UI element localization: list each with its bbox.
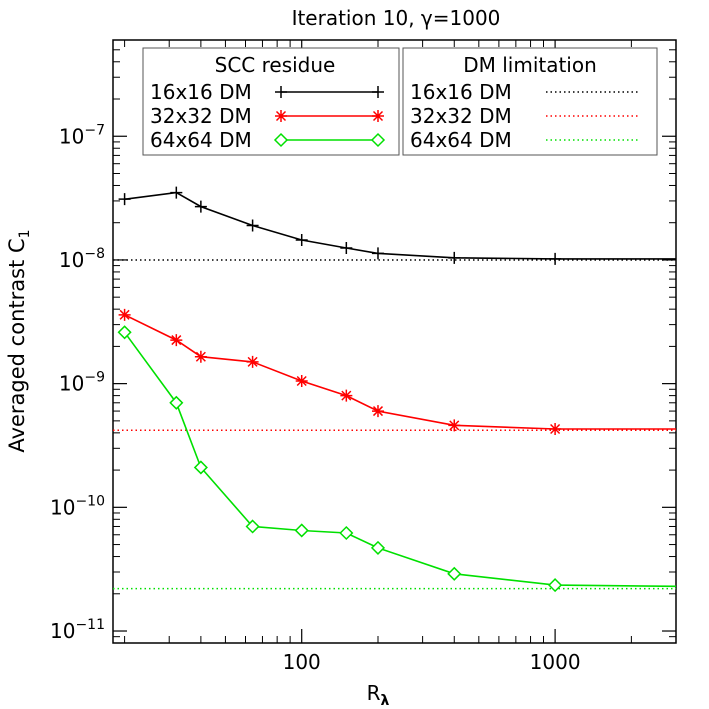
y-tick-label: 10−9 xyxy=(59,370,105,396)
legend-dm-entry: 64x64 DM xyxy=(410,128,512,152)
marker-plus xyxy=(340,241,353,254)
limit-lines xyxy=(113,259,676,590)
marker-diamond xyxy=(117,325,132,340)
marker-diamond xyxy=(447,566,462,581)
marker-asterisk xyxy=(118,308,131,321)
marker-asterisk xyxy=(295,375,308,388)
legend-scc-box xyxy=(142,47,400,156)
marker-plus xyxy=(448,251,461,264)
series-32x32-dm xyxy=(118,308,676,435)
chart-title: Iteration 10, γ=1000 xyxy=(292,6,501,30)
series-line xyxy=(124,314,676,430)
legend-scc-title: SCC residue xyxy=(215,53,336,77)
marker-asterisk xyxy=(340,389,353,402)
y-tick-label: 10−8 xyxy=(59,246,105,272)
marker-plus xyxy=(549,252,562,265)
legend-scc-entry: 32x32 DM xyxy=(150,104,252,128)
series-16x16-dm xyxy=(118,186,676,265)
legend-scc-entry: 64x64 DM xyxy=(150,128,252,152)
plot-frame xyxy=(112,39,677,644)
marker-plus xyxy=(194,200,207,213)
marker-plus xyxy=(295,233,308,246)
marker-diamond xyxy=(193,460,208,475)
marker-asterisk xyxy=(371,405,384,418)
y-axis-label: Averaged contrast C1 xyxy=(5,229,33,452)
legend-scc-entry: 16x16 DM xyxy=(150,80,252,104)
marker-diamond xyxy=(169,395,184,410)
marker-asterisk xyxy=(448,419,461,432)
marker-plus xyxy=(275,86,287,98)
marker-diamond xyxy=(273,132,289,148)
x-tick-label: 1000 xyxy=(530,650,581,674)
marker-plus xyxy=(246,219,259,232)
marker-diamond xyxy=(370,540,386,555)
marker-plus xyxy=(170,186,183,199)
series-layer xyxy=(117,186,677,593)
legend-dm-entry: 16x16 DM xyxy=(410,80,512,104)
marker-diamond xyxy=(294,523,309,538)
marker-asterisk xyxy=(170,334,183,347)
marker-plus xyxy=(372,86,384,98)
y-axis-label-subscript: 1 xyxy=(17,229,33,238)
marker-plus xyxy=(371,247,384,260)
x-axis-label-main: R xyxy=(367,681,381,705)
marker-asterisk xyxy=(549,422,562,435)
x-axis-label-subscript: λ xyxy=(381,693,390,709)
series-line xyxy=(124,191,676,260)
legend-dm-box xyxy=(402,47,658,156)
marker-diamond xyxy=(339,525,354,541)
series-line xyxy=(123,331,677,588)
legend-dm-entry: 32x32 DM xyxy=(410,104,512,128)
x-axis-label: Rλ xyxy=(367,681,390,709)
marker-diamond xyxy=(370,132,386,148)
axis-ticks: 100 1000 10−11 10−10 10−9 10−8 10−7 xyxy=(50,39,677,674)
marker-plus xyxy=(118,193,131,206)
marker-asterisk xyxy=(246,355,259,368)
y-tick-label: 10−10 xyxy=(50,493,105,519)
x-tick-label: 100 xyxy=(283,650,321,674)
series-64x64-dm xyxy=(117,325,677,593)
marker-asterisk xyxy=(194,350,207,363)
y-tick-label: 10−11 xyxy=(50,617,105,643)
marker-asterisk xyxy=(372,110,384,122)
y-tick-label: 10−7 xyxy=(59,122,105,148)
marker-diamond xyxy=(548,578,563,593)
marker-diamond xyxy=(245,519,260,534)
marker-asterisk xyxy=(275,110,287,122)
legend-dm-title: DM limitation xyxy=(463,53,597,77)
y-axis-label-main: Averaged contrast C xyxy=(5,238,29,452)
